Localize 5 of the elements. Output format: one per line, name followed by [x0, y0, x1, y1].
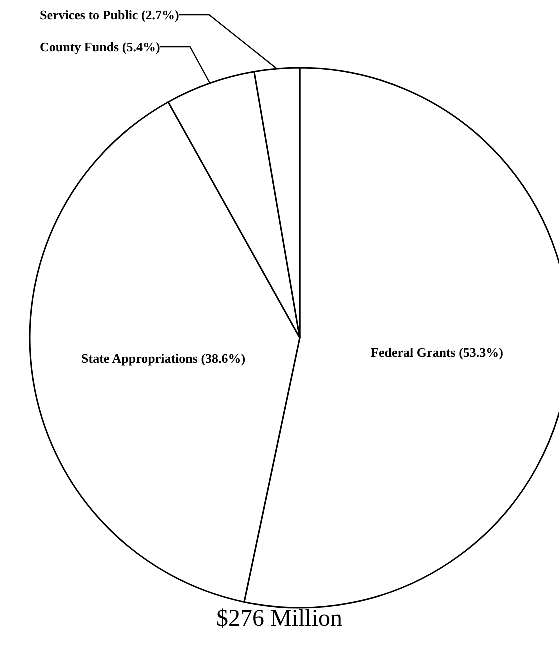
slice-label: State Appropriations (38.6%): [82, 351, 246, 366]
slice-label: County Funds (5.4%): [40, 40, 160, 54]
slice-label: Federal Grants (53.3%): [371, 344, 504, 360]
slice-label: Services to Public (2.7%): [40, 8, 180, 22]
text: $276 Million: [216, 606, 343, 632]
